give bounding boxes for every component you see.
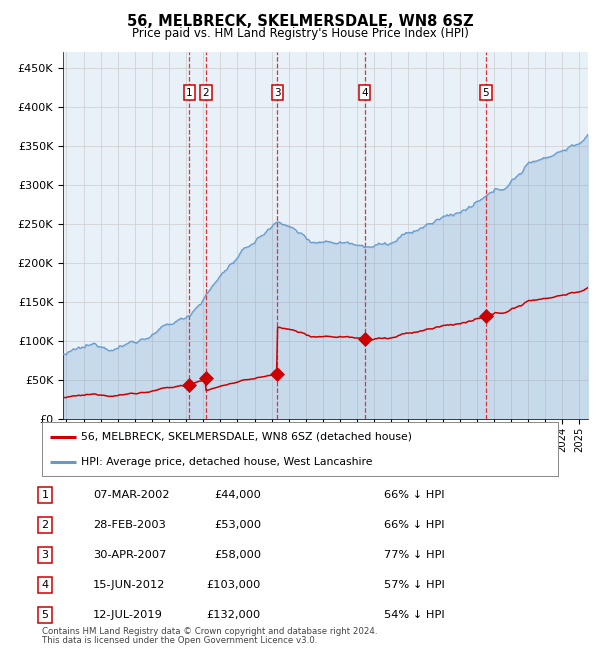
Text: 12-JUL-2019: 12-JUL-2019 [93,610,163,620]
Text: 3: 3 [41,550,49,560]
Text: 56, MELBRECK, SKELMERSDALE, WN8 6SZ (detached house): 56, MELBRECK, SKELMERSDALE, WN8 6SZ (det… [80,432,412,442]
Text: 2: 2 [203,88,209,97]
Text: £58,000: £58,000 [214,550,261,560]
Text: 5: 5 [482,88,489,97]
Text: £53,000: £53,000 [214,520,261,530]
Text: This data is licensed under the Open Government Licence v3.0.: This data is licensed under the Open Gov… [42,636,317,645]
Text: £103,000: £103,000 [206,580,261,590]
Text: 07-MAR-2002: 07-MAR-2002 [93,490,170,501]
Text: Contains HM Land Registry data © Crown copyright and database right 2024.: Contains HM Land Registry data © Crown c… [42,627,377,636]
Text: 2: 2 [41,520,49,530]
Text: 77% ↓ HPI: 77% ↓ HPI [384,550,445,560]
Text: 56, MELBRECK, SKELMERSDALE, WN8 6SZ: 56, MELBRECK, SKELMERSDALE, WN8 6SZ [127,14,473,29]
Text: 54% ↓ HPI: 54% ↓ HPI [384,610,445,620]
Text: HPI: Average price, detached house, West Lancashire: HPI: Average price, detached house, West… [80,458,372,467]
Text: 66% ↓ HPI: 66% ↓ HPI [384,520,445,530]
Text: 30-APR-2007: 30-APR-2007 [93,550,166,560]
Text: 15-JUN-2012: 15-JUN-2012 [93,580,166,590]
Text: £132,000: £132,000 [207,610,261,620]
Text: 57% ↓ HPI: 57% ↓ HPI [384,580,445,590]
Text: 5: 5 [41,610,49,620]
Text: 4: 4 [362,88,368,97]
Text: £44,000: £44,000 [214,490,261,501]
Text: 1: 1 [41,490,49,501]
Text: 3: 3 [274,88,281,97]
Text: 4: 4 [41,580,49,590]
Text: 66% ↓ HPI: 66% ↓ HPI [384,490,445,501]
Text: 28-FEB-2003: 28-FEB-2003 [93,520,166,530]
Text: Price paid vs. HM Land Registry's House Price Index (HPI): Price paid vs. HM Land Registry's House … [131,27,469,40]
Text: 1: 1 [186,88,193,97]
